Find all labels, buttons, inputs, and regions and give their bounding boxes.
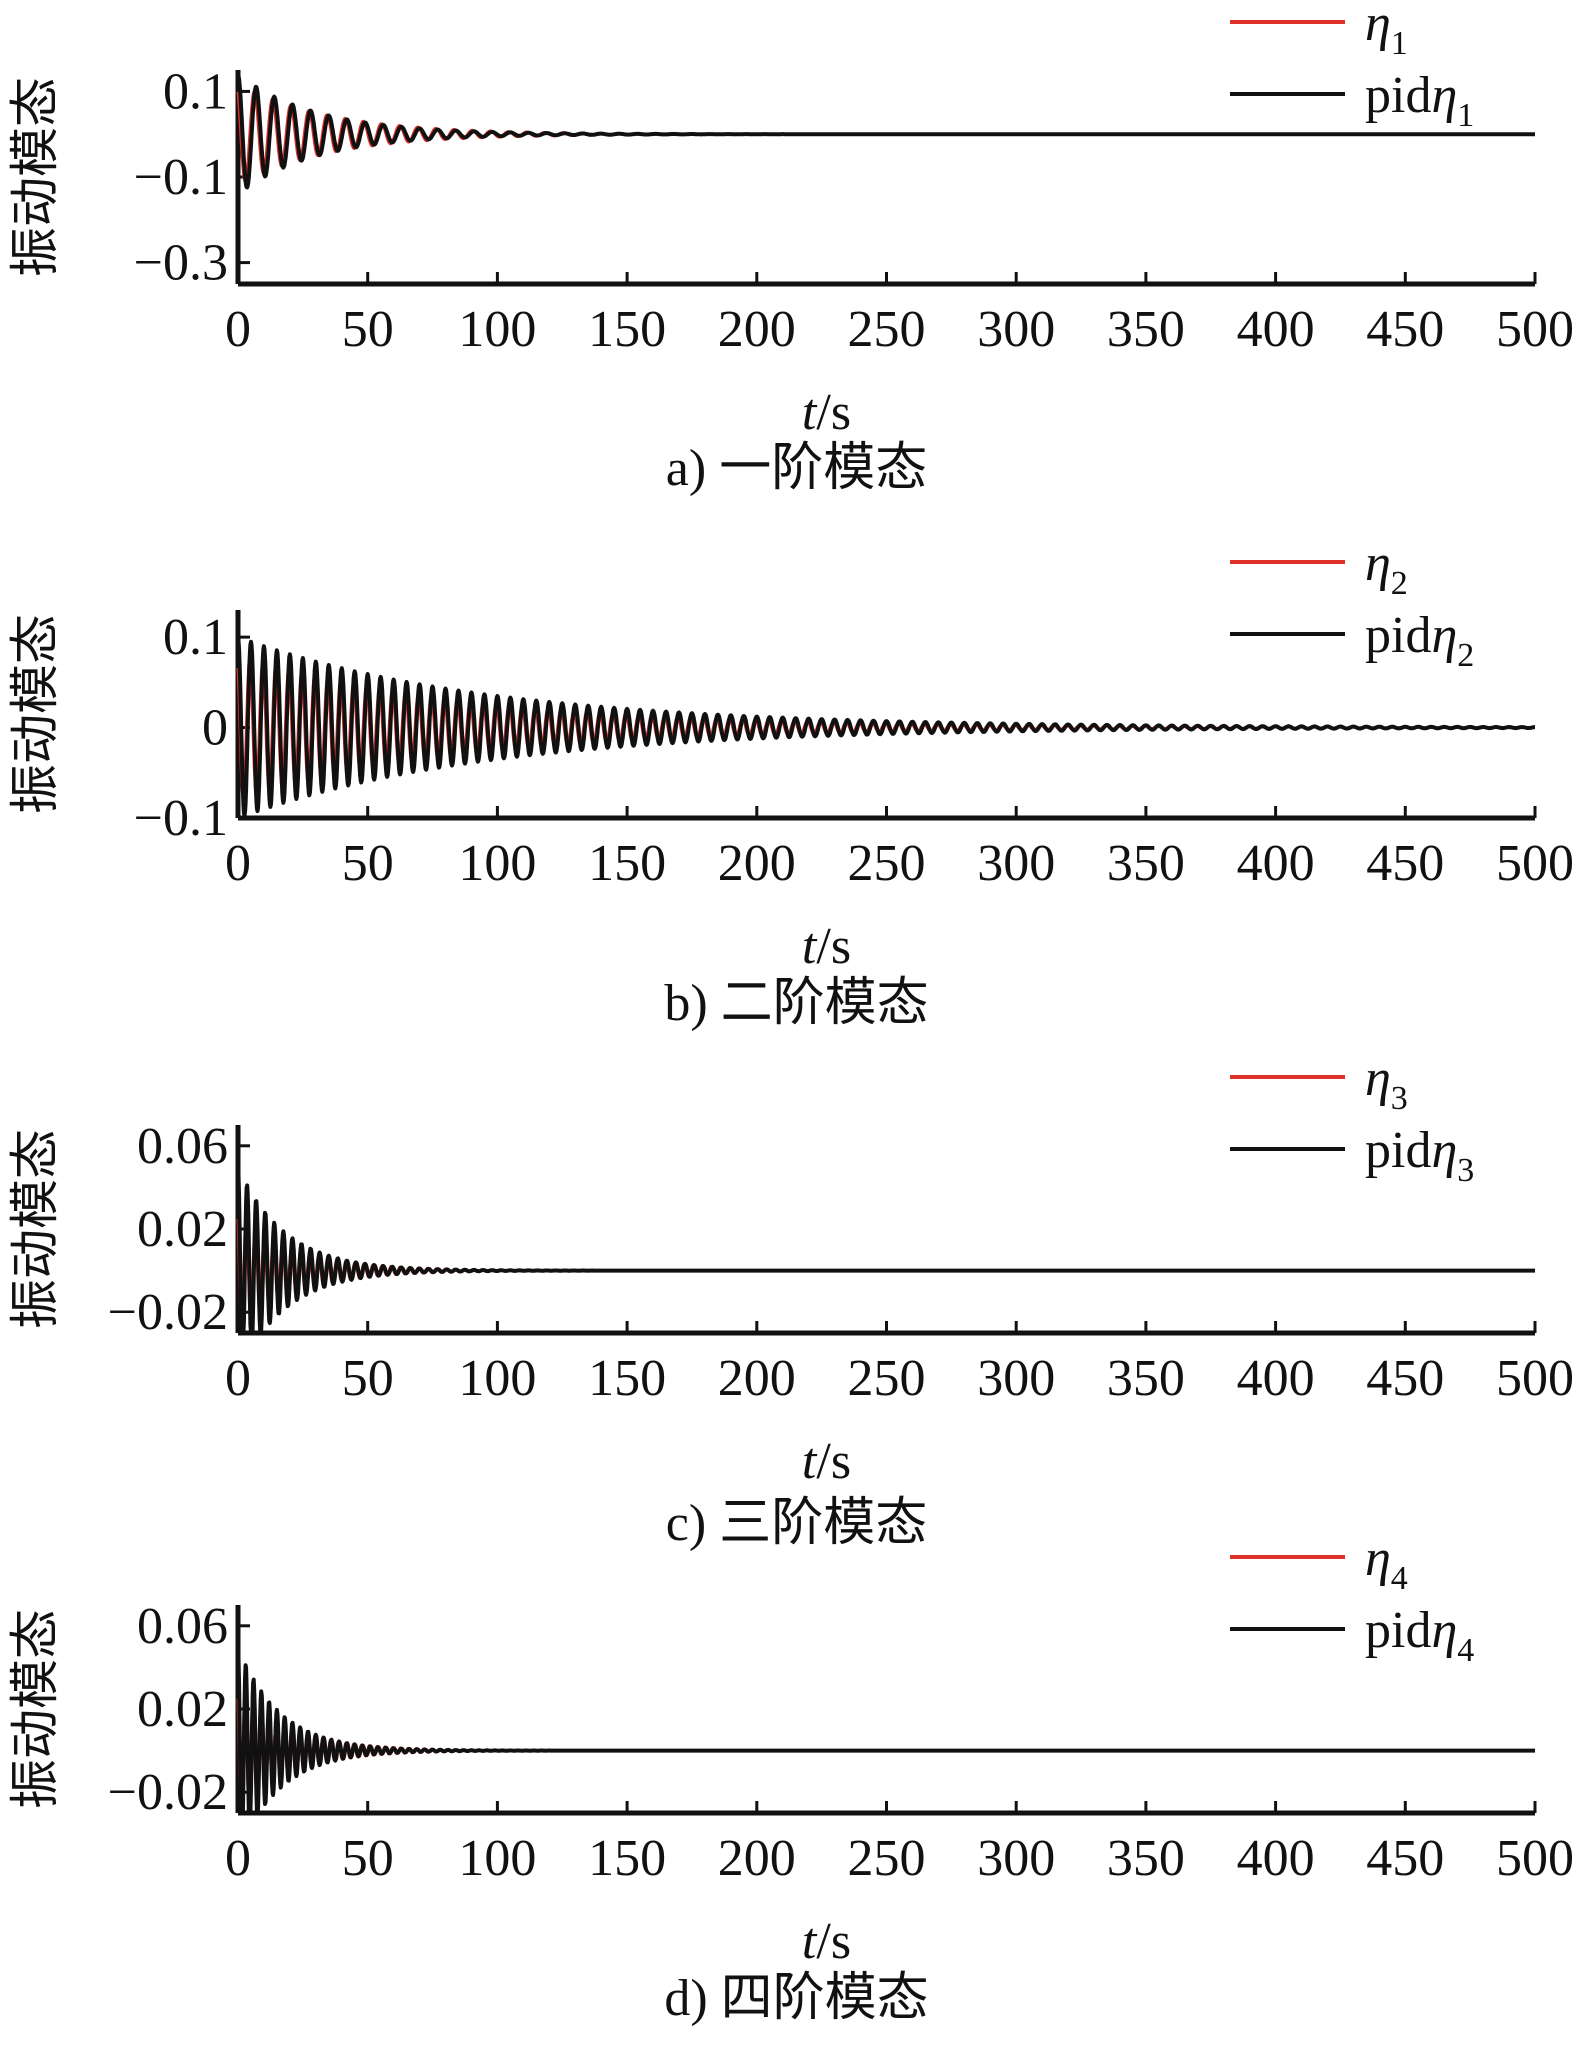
y-axis-label: 振动模态 [7,614,63,814]
x-tick-label: 50 [342,1350,394,1407]
x-tick-label: 50 [342,1830,394,1887]
x-tick-label: 150 [588,835,666,892]
x-tick-label: 200 [718,1350,796,1407]
x-tick-label: 50 [342,835,394,892]
panel-4: 0 50 100 150 200 250 300 350 400 450 500 0.06 0.02 −0… [7,1530,1574,2027]
x-tick-label: 150 [588,1830,666,1887]
panel-3: 0 50 100 150 200 250 300 350 400 450 500 0.06 0.02 −0… [7,1050,1574,1552]
x-tick-label: 100 [458,301,536,358]
series-line-η2 [236,657,1536,800]
panel-caption: c) 三阶模态 [666,1495,927,1552]
panel-1: 0 50 100 150 200 250 300 350 400 450 500 0.1 −0.1 −0.… [7,0,1574,497]
series-line-pidη1 [236,73,1537,190]
y-tick-label: 0.1 [163,609,228,666]
x-tick-label: 100 [458,1830,536,1887]
y-tick-label: 0 [202,700,228,757]
legend-label-pidη4: pidη4 [1365,1602,1474,1669]
x-tick-label: 450 [1366,1350,1444,1407]
x-tick-label: 150 [588,1350,666,1407]
x-axis-label: t/s [802,1433,851,1490]
legend-label-pidη3: pidη3 [1365,1122,1474,1189]
x-tick-label: 300 [977,1830,1055,1887]
x-tick-label: 0 [225,301,251,358]
panel-caption: d) 四阶模态 [664,1970,928,2027]
x-tick-label: 350 [1107,1350,1185,1407]
y-tick-label: −0.02 [108,1284,228,1341]
y-tick-label: −0.3 [134,235,228,292]
series-line-pidη2 [236,636,1537,818]
x-tick-label: 150 [588,301,666,358]
x-tick-label: 400 [1237,1350,1315,1407]
series-line-pidη4 [236,1646,1537,1815]
y-tick-label: 0.02 [137,1681,228,1738]
legend-label-η1: η1 [1365,0,1408,62]
x-tick-label: 450 [1366,301,1444,358]
x-axis-label: t/s [802,918,851,975]
panel-caption: a) 一阶模态 [666,440,927,497]
x-tick-label: 350 [1107,301,1185,358]
legend-label-pidη2: pidη2 [1365,607,1474,674]
series-line-pidη3 [236,1166,1537,1335]
x-tick-label: 50 [342,301,394,358]
x-tick-label: 0 [225,835,251,892]
x-tick-label: 0 [225,1350,251,1407]
x-tick-label: 200 [718,301,796,358]
x-tick-label: 250 [848,1830,926,1887]
legend-label-η4: η4 [1365,1530,1408,1597]
x-tick-label: 250 [848,301,926,358]
x-tick-label: 450 [1366,1830,1444,1887]
y-tick-label: 0.06 [137,1598,228,1655]
y-axis-label: 振动模态 [7,1609,63,1809]
x-tick-label: 250 [848,1350,926,1407]
y-tick-label: 0.02 [137,1201,228,1258]
x-tick-label: 500 [1496,1830,1574,1887]
x-tick-label: 350 [1107,1830,1185,1887]
x-tick-label: 500 [1496,301,1574,358]
x-tick-label: 400 [1237,301,1315,358]
x-tick-label: 300 [977,1350,1055,1407]
x-tick-label: 0 [225,1830,251,1887]
y-axis-label: 振动模态 [7,1129,63,1329]
y-tick-label: 0.1 [163,63,228,120]
x-tick-label: 100 [458,835,536,892]
x-tick-label: 350 [1107,835,1185,892]
x-tick-label: 400 [1237,835,1315,892]
legend-label-η3: η3 [1365,1050,1408,1117]
legend-label-η2: η2 [1365,535,1408,602]
panel-2: 0 50 100 150 200 250 300 350 400 450 5000.10−0.1振动… [7,535,1574,1032]
legend-label-pidη1: pidη1 [1365,67,1474,134]
x-tick-label: 300 [977,301,1055,358]
x-tick-label: 400 [1237,1830,1315,1887]
x-tick-label: 450 [1366,835,1444,892]
y-tick-label: −0.1 [134,149,228,206]
x-tick-label: 100 [458,1350,536,1407]
y-tick-label: −0.1 [134,790,228,847]
panel-caption: b) 二阶模态 [664,975,928,1032]
x-tick-label: 200 [718,835,796,892]
x-tick-label: 500 [1496,835,1574,892]
x-tick-label: 200 [718,1830,796,1887]
x-tick-label: 250 [848,835,926,892]
x-tick-label: 300 [977,835,1055,892]
x-axis-label: t/s [802,1913,851,1970]
y-axis-label: 振动模态 [7,77,63,277]
y-tick-label: 0.06 [137,1118,228,1175]
x-axis-label: t/s [802,384,851,441]
x-tick-label: 500 [1496,1350,1574,1407]
y-tick-label: −0.02 [108,1764,228,1821]
